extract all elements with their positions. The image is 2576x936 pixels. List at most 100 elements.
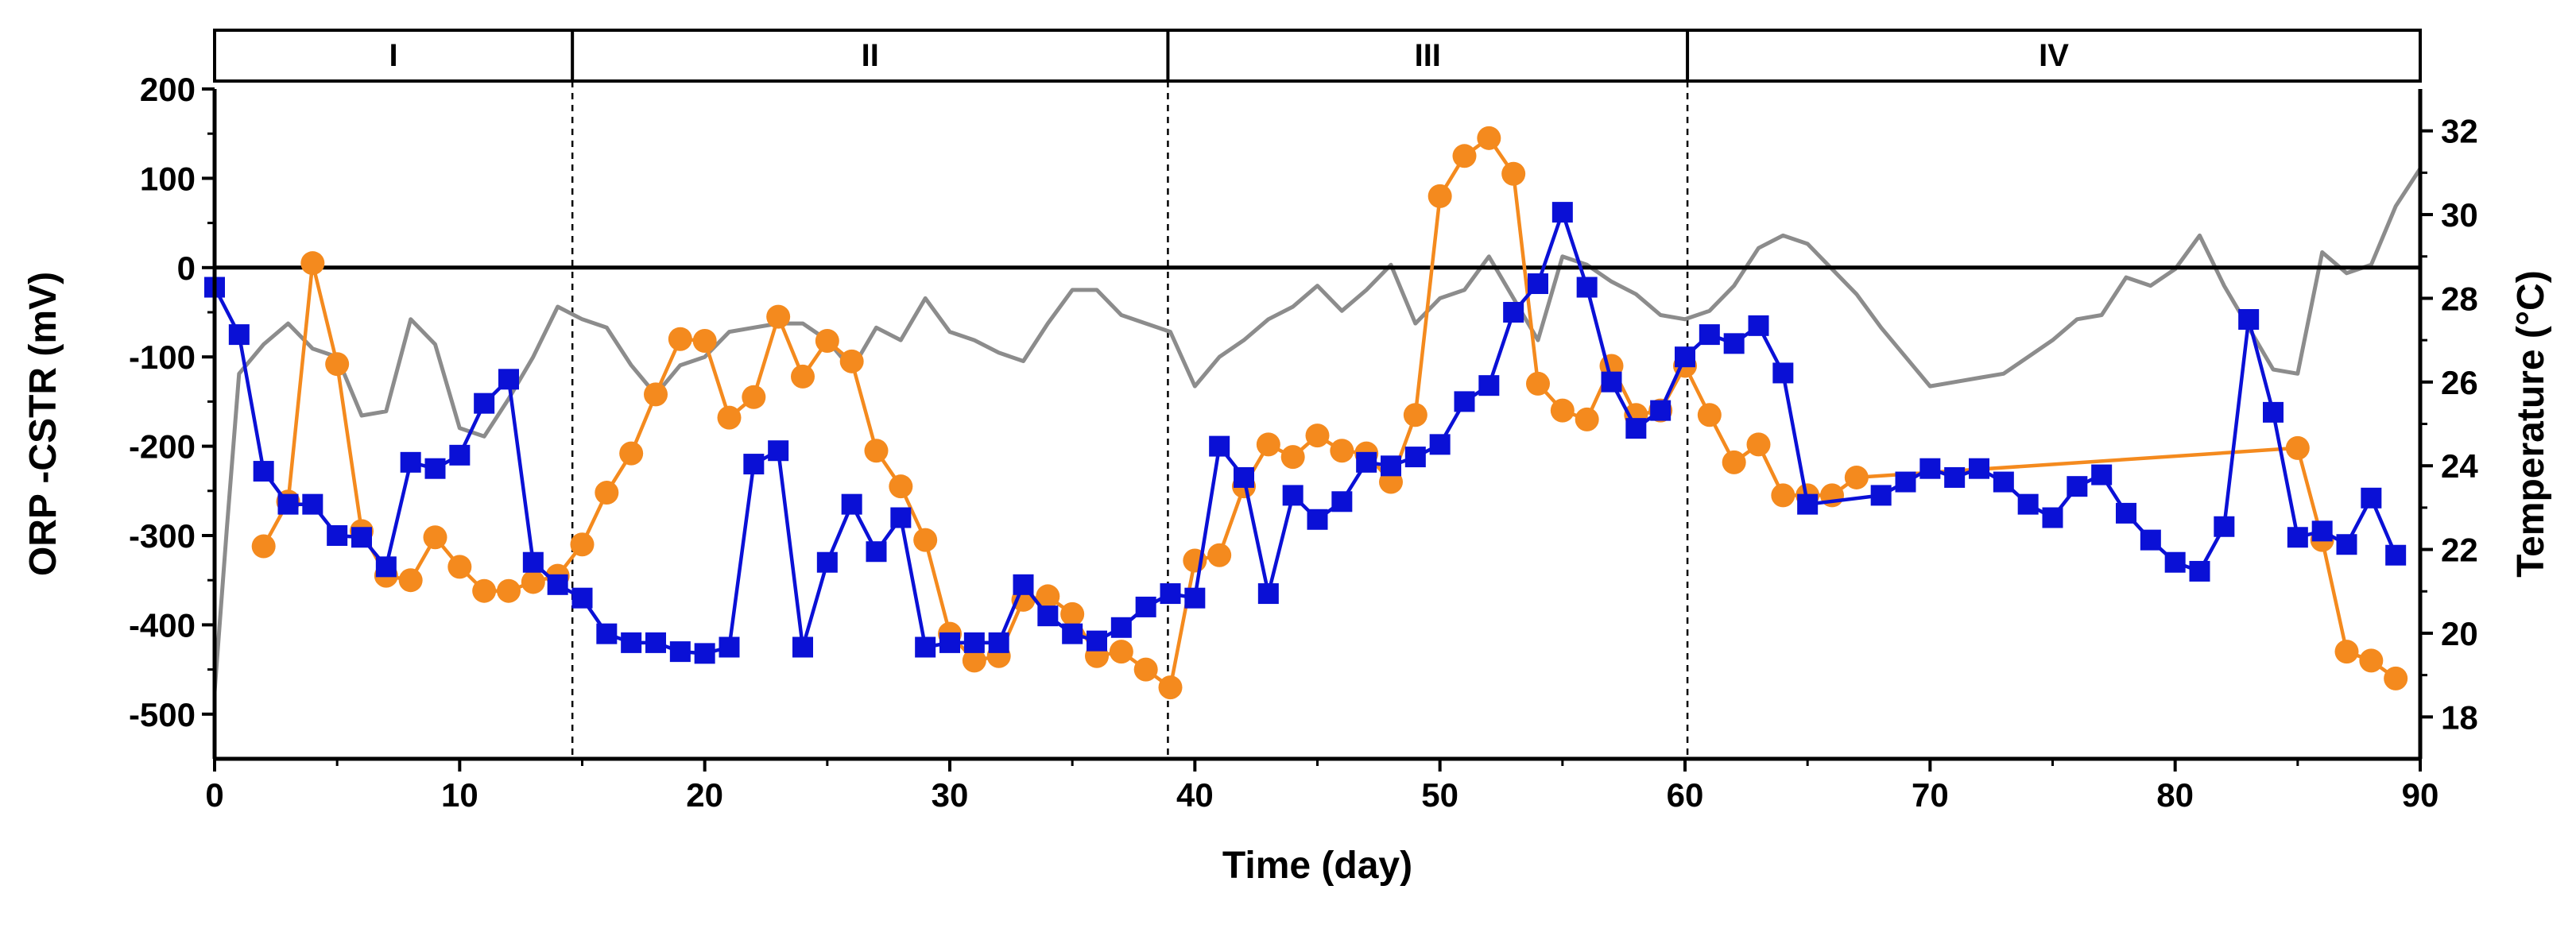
- orange-point: [1133, 657, 1158, 682]
- blue-point: [1625, 418, 1647, 439]
- blue-point: [939, 632, 960, 653]
- blue-point: [1699, 324, 1720, 346]
- y2-tick-label: 26: [2441, 364, 2478, 401]
- blue-point: [2385, 544, 2407, 566]
- blue-point: [1282, 485, 1303, 506]
- orange-point: [2285, 435, 2310, 460]
- blue-point: [2042, 507, 2063, 528]
- x-tick-label: 10: [441, 776, 478, 814]
- orange-point: [766, 304, 791, 329]
- blue-point: [1772, 362, 1794, 384]
- blue-point: [2140, 529, 2161, 551]
- blue-point: [1944, 466, 1966, 488]
- blue-point: [1551, 202, 1573, 223]
- blue-point: [327, 525, 348, 546]
- blue-point: [1576, 277, 1598, 298]
- phase-band: I II III IV: [213, 29, 2422, 83]
- orange-point: [570, 532, 595, 557]
- blue-point: [1307, 509, 1328, 530]
- blue-point: [1184, 587, 1206, 609]
- blue-point: [2214, 516, 2235, 537]
- orange-point: [2334, 640, 2359, 664]
- blue-point: [645, 632, 666, 653]
- blue-point: [2116, 502, 2136, 524]
- blue-point: [1209, 435, 1230, 457]
- orange-point: [1036, 584, 1060, 609]
- blue-point: [449, 444, 471, 466]
- orange-point: [1844, 465, 1869, 489]
- blue-point: [375, 556, 397, 578]
- x-tick-label: 80: [2156, 776, 2194, 814]
- orange-point: [251, 534, 276, 559]
- blue-point: [1723, 333, 1745, 354]
- blue-point: [1037, 605, 1059, 627]
- blue-point: [277, 493, 299, 515]
- orange-point: [889, 474, 913, 499]
- orange-point: [717, 405, 742, 430]
- orange-point: [913, 528, 938, 552]
- temperature-line: [215, 165, 2420, 692]
- orange-point: [815, 328, 839, 353]
- blue-point: [1454, 391, 1475, 412]
- x-tick-label: 60: [1667, 776, 1704, 814]
- blue-point: [1528, 273, 1548, 295]
- blue-point: [2238, 308, 2260, 330]
- blue-point: [253, 461, 274, 482]
- blue-point: [400, 451, 421, 473]
- blue-point: [522, 551, 544, 573]
- blue-point: [1870, 485, 1892, 506]
- y-axis-title: ORP -CSTR (mV): [22, 272, 64, 576]
- y-tick-label: -100: [129, 338, 196, 376]
- orange-point: [1526, 371, 1550, 396]
- blue-point: [743, 454, 765, 475]
- blue-point: [2189, 560, 2210, 582]
- blue-point: [792, 636, 813, 658]
- blue-point: [1797, 493, 1819, 515]
- orange-point: [1403, 403, 1427, 427]
- blue-point: [963, 632, 985, 653]
- blue-point: [498, 369, 519, 390]
- blue-point: [1110, 617, 1132, 638]
- blue-series-line: [213, 210, 2398, 656]
- blue-point: [2091, 464, 2113, 485]
- orange-point: [1427, 184, 1452, 208]
- orange-point: [839, 349, 864, 373]
- y-tick-label: -300: [129, 517, 196, 555]
- axis-labels: Time (day) ORP -CSTR (mV) Temperature (°…: [22, 270, 2552, 887]
- orange-point: [1305, 424, 1330, 448]
- blue-point: [866, 541, 887, 563]
- orange-point: [472, 578, 497, 603]
- phase-label-III: III: [1415, 38, 1441, 73]
- orange-point: [668, 327, 692, 351]
- orange-point: [447, 555, 472, 579]
- blue-point: [669, 641, 691, 663]
- blue-point: [1478, 375, 1500, 396]
- orange-point: [1256, 432, 1280, 457]
- blue-point: [2311, 520, 2333, 542]
- x-tick-label: 20: [686, 776, 723, 814]
- orange-point: [2384, 666, 2408, 690]
- phase-label-IV: IV: [2039, 38, 2069, 73]
- blue-point: [596, 623, 618, 644]
- y2-tick-label: 24: [2441, 447, 2478, 485]
- orange-point: [497, 578, 521, 603]
- x-tick-label: 50: [1421, 776, 1458, 814]
- y2-tick-label: 20: [2441, 615, 2478, 652]
- phase-label-I: I: [389, 38, 398, 73]
- y-tick-label: -200: [129, 428, 196, 466]
- blue-point: [1013, 574, 1034, 595]
- blue-point: [2017, 493, 2039, 515]
- blue-point: [1650, 400, 1671, 421]
- x-tick-label: 30: [932, 776, 969, 814]
- orange-point: [1550, 398, 1575, 423]
- y2-tick-label: 22: [2441, 532, 2478, 569]
- orange-point: [300, 251, 325, 276]
- orange-point: [1158, 675, 1183, 700]
- blue-point: [424, 458, 446, 479]
- blue-point: [694, 643, 715, 664]
- orange-point: [1771, 483, 1795, 508]
- y2-tick-label: 18: [2441, 698, 2478, 736]
- orange-point: [692, 328, 717, 353]
- blue-point: [547, 574, 568, 595]
